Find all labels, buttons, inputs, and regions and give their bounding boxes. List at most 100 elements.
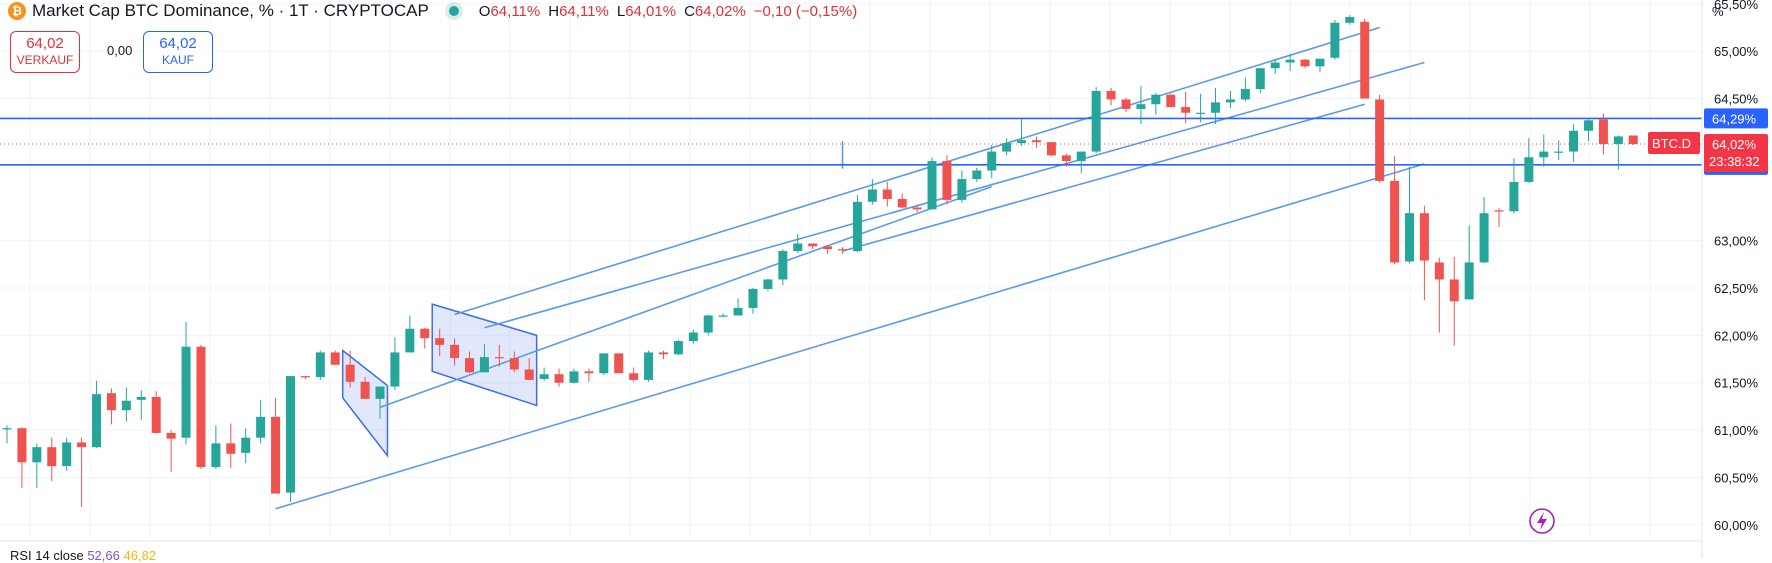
symbol-badge-label: BTC.D <box>1652 136 1691 151</box>
candle <box>1375 94 1385 183</box>
candle-body <box>1211 102 1221 113</box>
axis-unit-label[interactable]: % <box>1712 4 1724 19</box>
candle-body <box>271 416 281 494</box>
candle-body <box>1494 210 1504 212</box>
candle <box>629 367 639 382</box>
candle <box>1106 88 1116 106</box>
rsi-legend[interactable]: RSI 14 close 52,66 46,82 <box>10 548 156 563</box>
candle-body <box>912 207 922 210</box>
candle <box>1181 91 1191 124</box>
candle-body <box>121 400 131 411</box>
candle <box>1076 151 1086 174</box>
change-value: −0,10 (−0,15%) <box>753 2 858 20</box>
symbol-badge <box>1648 132 1700 154</box>
candle-body <box>1569 130 1579 152</box>
candle-body <box>554 374 564 383</box>
buy-button[interactable]: 64,02 KAUF <box>143 31 213 73</box>
candle <box>1091 87 1101 154</box>
high-value: 64,11% <box>559 2 609 20</box>
low-value: 64,01% <box>625 2 677 20</box>
candle <box>987 144 997 179</box>
candlestick-series <box>2 15 1638 507</box>
candle-body <box>1345 17 1355 23</box>
candle-body <box>435 338 445 345</box>
sell-button[interactable]: 64,02 VERKAUF <box>10 31 80 73</box>
candle <box>1569 124 1579 162</box>
candle <box>554 368 564 387</box>
candle <box>62 437 72 471</box>
candle <box>1524 138 1534 183</box>
candle-body <box>1360 21 1370 99</box>
candle-body <box>972 170 982 180</box>
candle-body <box>763 279 773 289</box>
candle <box>420 327 430 349</box>
candle <box>673 340 683 356</box>
candle <box>823 245 833 254</box>
candle-body <box>405 328 415 353</box>
candle <box>569 368 579 384</box>
trend-line <box>842 103 1365 252</box>
candle-body <box>927 161 937 210</box>
candle <box>2 425 12 444</box>
candle <box>315 350 325 380</box>
trend-lines <box>275 26 1425 510</box>
candle <box>136 390 146 420</box>
candle <box>1360 18 1370 99</box>
candle-body <box>1390 180 1400 263</box>
candle-body <box>1151 94 1161 105</box>
candle-body <box>793 243 803 252</box>
candle <box>360 377 370 399</box>
candle-body <box>882 189 892 199</box>
candle-body <box>1061 155 1071 162</box>
y-tick-label: 61,50% <box>1714 376 1759 391</box>
candle <box>196 344 206 469</box>
candle <box>957 170 967 203</box>
candle <box>1613 135 1623 170</box>
trend-line <box>379 185 992 409</box>
candle-body <box>1404 213 1414 262</box>
candle-body <box>1076 151 1086 162</box>
y-tick-label: 64,50% <box>1714 92 1759 107</box>
y-tick-label: 62,50% <box>1714 281 1759 296</box>
candle-body <box>897 198 907 208</box>
candle <box>927 157 937 210</box>
candle <box>1509 158 1519 214</box>
candle-body <box>808 243 818 247</box>
candle-body <box>181 346 191 438</box>
candle-body <box>614 353 624 374</box>
candle <box>1584 118 1594 142</box>
candle <box>1240 77 1250 102</box>
y-tick-label: 61,00% <box>1714 423 1759 438</box>
candle-body <box>420 328 430 339</box>
candle-body <box>136 396 146 400</box>
lightning-icon[interactable] <box>1529 508 1555 534</box>
candle <box>1046 142 1056 157</box>
buy-label: KAUF <box>161 53 194 67</box>
candle <box>77 437 87 507</box>
candle <box>1151 92 1161 115</box>
candle <box>181 322 191 445</box>
candle <box>703 314 713 336</box>
candle-body <box>226 443 236 454</box>
candle-body <box>957 179 967 200</box>
candle <box>1539 134 1549 167</box>
symbol-title[interactable]: Market Cap BTC Dominance, % · 1T · CRYPT… <box>32 1 429 20</box>
candle-body <box>1240 89 1250 100</box>
candle-body <box>629 373 639 380</box>
candle <box>450 338 460 366</box>
candle <box>524 358 534 380</box>
ohlc-values: O64,11% H64,11% L64,01% C64,02% −0,10 (−… <box>479 3 857 20</box>
candle-body <box>733 307 743 316</box>
candle-body <box>345 364 355 382</box>
chart-grid <box>0 0 1702 540</box>
market-status-dot[interactable] <box>448 6 459 16</box>
candle-body <box>942 161 952 200</box>
candle-body <box>539 374 549 379</box>
candle <box>838 247 848 254</box>
candle-body <box>1613 136 1623 144</box>
candle <box>1211 88 1221 125</box>
rsi-value: 52,66 <box>87 548 120 563</box>
